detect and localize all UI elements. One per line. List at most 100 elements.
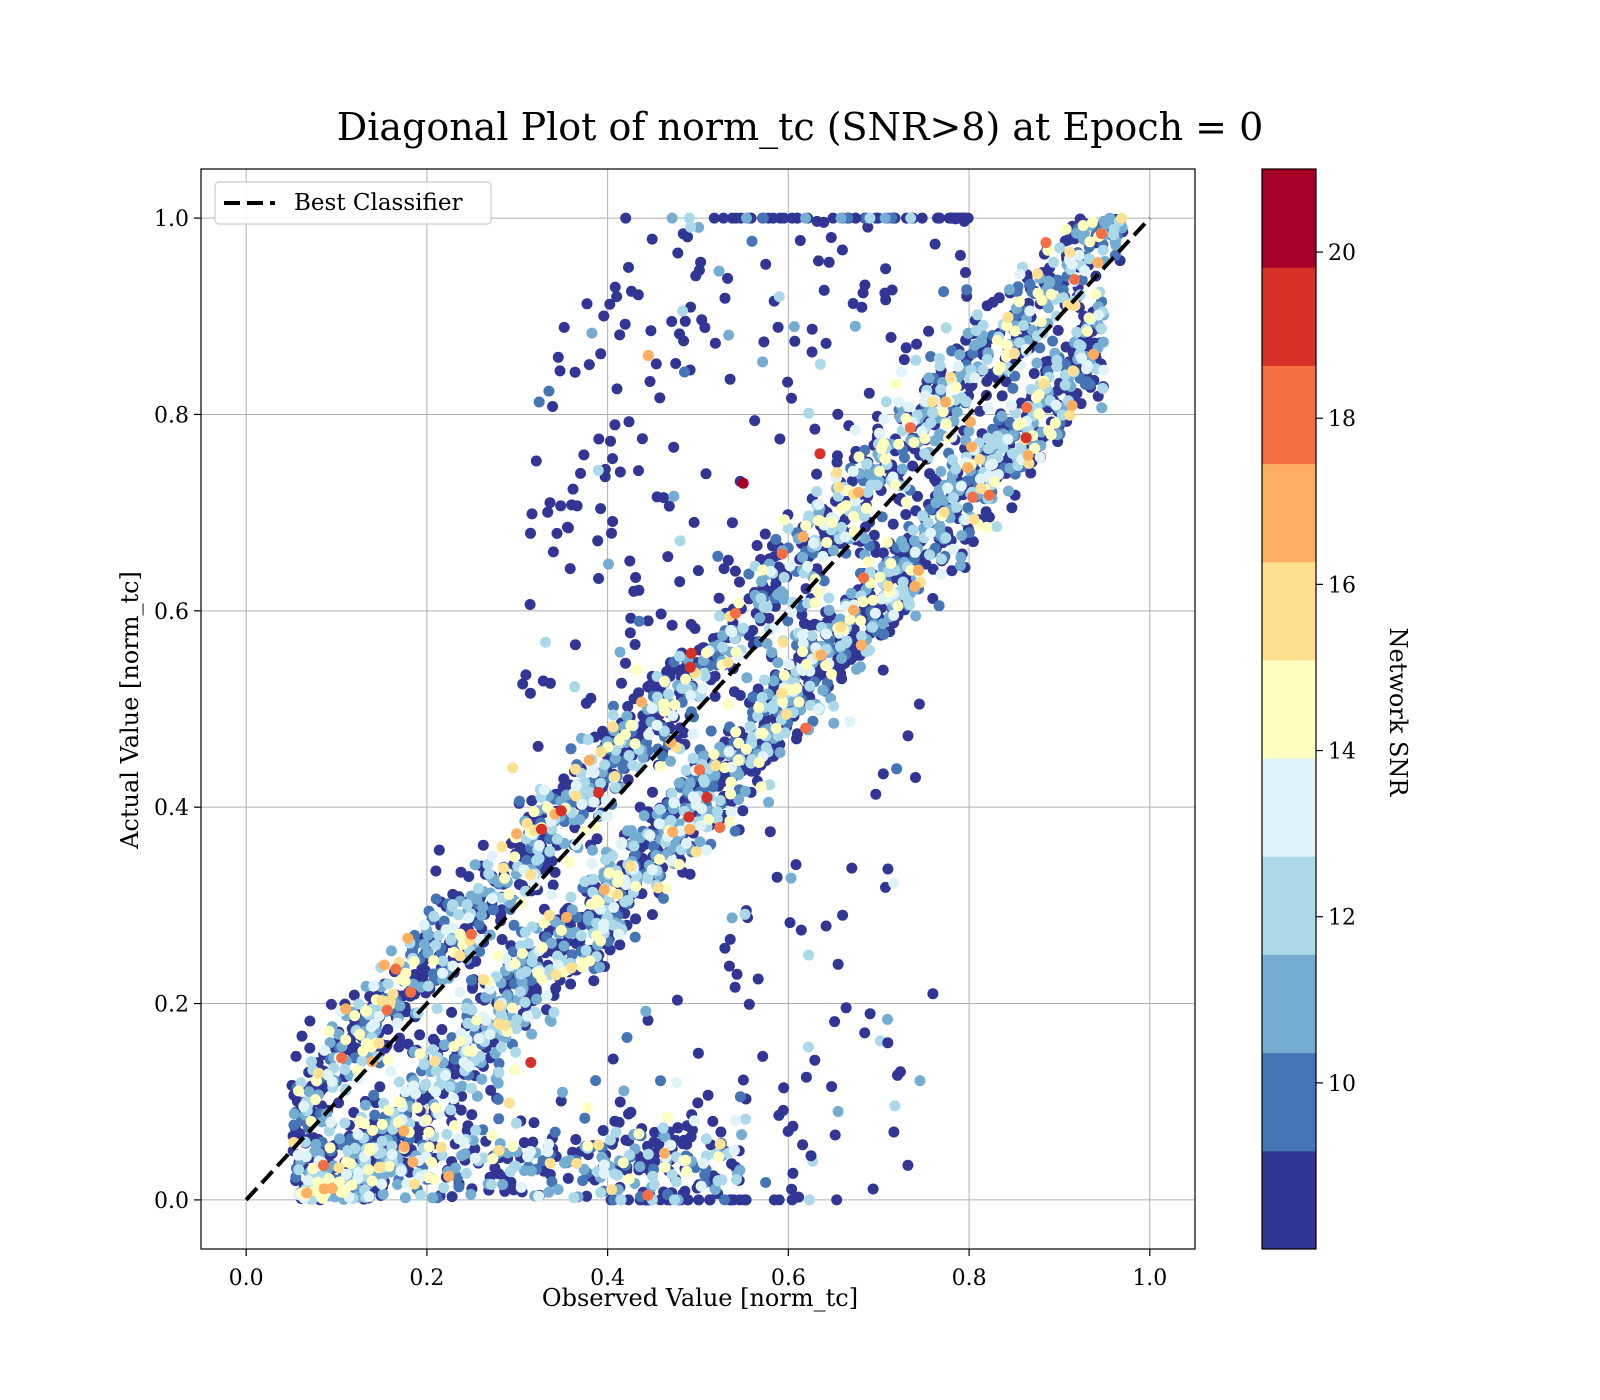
scatter-point [306,1056,317,1068]
scatter-point [477,1152,489,1164]
scatter-point [867,594,879,606]
scatter-point [1008,347,1020,359]
colorbar-tick-label: 18 [1328,407,1356,432]
scatter-point [617,762,629,774]
scatter-point [623,261,634,273]
scatter-point [811,486,823,497]
scatter-point [1081,325,1093,337]
scatter-point [587,764,599,776]
scatter-point [486,893,498,904]
scatter-point [877,547,889,559]
colorbar-band [1262,463,1316,563]
scatter-point [658,492,670,504]
scatter-point [723,329,735,341]
scatter-point [970,325,982,337]
scatter-point [814,448,826,460]
scatter-point [730,1174,742,1185]
scatter-point [566,949,578,961]
scatter-point [817,684,829,696]
scatter-point [646,233,658,245]
scatter-point [633,615,645,627]
scatter-point [617,1157,629,1169]
scatter-point [859,532,871,544]
scatter-point [476,909,488,921]
scatter-point [924,549,935,561]
scatter-point [557,1086,568,1098]
scatter-point [474,946,486,957]
scatter-point [562,1172,574,1184]
scatter-point [823,604,835,616]
scatter-point [927,593,939,604]
scatter-point [676,682,688,694]
scatter-point [471,1090,483,1102]
scatter-point [644,376,656,387]
scatter-point [582,734,594,746]
scatter-point [962,502,974,514]
scatter-point [609,771,621,782]
scatter-point [800,212,812,224]
scatter-point [753,702,765,713]
scatter-point [390,963,402,975]
scatter-point [324,1142,336,1154]
scatter-point [296,1030,308,1042]
scatter-point [869,607,881,619]
scatter-point [793,1191,805,1203]
scatter-point [597,923,609,935]
scatter-point [671,1077,683,1088]
scatter-point [449,1120,460,1132]
scatter-point [428,910,440,922]
scatter-point [594,961,606,973]
scatter-point [867,1183,879,1195]
scatter-point [629,639,641,650]
scatter-point [733,737,745,749]
scatter-point [1020,432,1032,444]
scatter-point [614,1096,626,1108]
scatter-point [582,1140,594,1152]
scatter-point [516,947,528,959]
scatter-point [595,746,607,758]
scatter-point [809,423,821,435]
scatter-point [1098,364,1110,376]
scatter-point [486,1129,498,1141]
scatter-point [813,498,825,510]
scatter-point [687,728,699,740]
scatter-point [392,1178,403,1190]
scatter-point [466,974,477,986]
scatter-point [469,859,481,871]
scatter-point [657,1122,669,1134]
y-axis-label: Actual Value [norm_tc] [116,571,144,850]
scatter-point [938,506,950,518]
scatter-point [511,828,523,840]
scatter-point [782,522,794,534]
scatter-point [712,550,724,562]
scatter-point [480,991,492,1003]
scatter-point [649,1126,661,1138]
scatter-point [663,688,674,700]
scatter-point [743,998,755,1010]
scatter-point [831,450,843,462]
scatter-point [835,212,847,224]
scatter-point [525,527,536,539]
scatter-point [677,305,689,317]
scatter-point [606,527,617,539]
scatter-point [454,986,466,998]
scatter-point [323,1173,335,1185]
scatter-point [766,647,778,658]
scatter-point [465,928,477,940]
scatter-point [542,506,554,518]
scatter-point [696,314,708,326]
scatter-point [882,1013,893,1025]
scatter-point [473,919,485,930]
scatter-point [580,944,592,956]
scatter-point [688,1115,700,1127]
scatter-point [369,1109,381,1121]
scatter-point [779,727,791,739]
scatter-point [628,840,640,852]
scatter-point [592,464,604,476]
scatter-point [818,284,830,296]
scatter-point [467,982,478,994]
scatter-point [532,740,544,752]
scatter-point [527,1136,539,1148]
scatter-point [902,595,914,607]
scatter-point [811,215,823,227]
